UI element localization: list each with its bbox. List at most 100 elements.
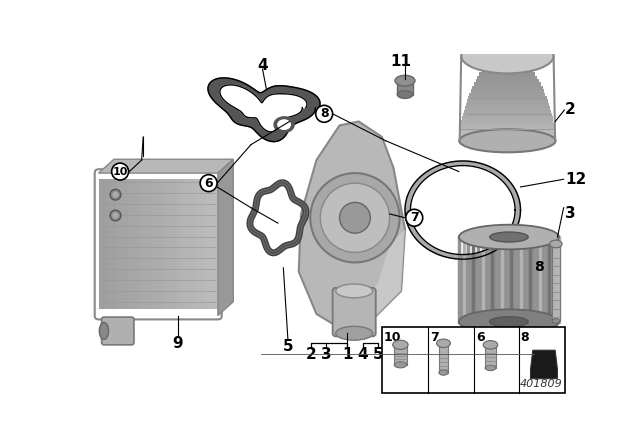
Bar [122,179,129,310]
Bar [484,65,531,69]
Bar [182,179,188,310]
Ellipse shape [439,370,448,375]
Text: 10: 10 [384,332,401,345]
Circle shape [340,202,371,233]
Bar [479,72,536,77]
Bar [212,179,218,310]
Ellipse shape [277,119,291,130]
Circle shape [113,212,118,219]
Text: 2: 2 [306,347,316,362]
Circle shape [110,210,121,221]
Bar [111,179,117,310]
Bar [476,79,540,83]
Bar [394,343,406,365]
Text: 2: 2 [565,103,576,117]
Bar [152,179,159,310]
Circle shape [110,189,121,200]
Text: 8: 8 [320,108,328,121]
Ellipse shape [395,75,415,86]
Text: 6: 6 [476,332,484,345]
Ellipse shape [459,225,559,250]
Bar [188,179,195,310]
Polygon shape [218,159,234,315]
Bar [496,55,519,60]
Text: 8: 8 [534,260,544,274]
Ellipse shape [336,326,372,340]
Circle shape [316,105,333,122]
Bar [469,93,545,97]
Circle shape [111,163,129,180]
Ellipse shape [490,232,528,242]
Bar [471,89,544,93]
Bar [397,81,413,95]
Ellipse shape [461,39,554,73]
Circle shape [320,183,390,252]
Ellipse shape [460,129,556,152]
Bar [134,179,141,310]
Text: 7: 7 [430,332,438,345]
Circle shape [200,175,217,192]
Bar [477,76,538,80]
Bar [465,106,550,110]
Bar [460,130,555,134]
Text: 1: 1 [342,347,353,362]
Text: 8: 8 [520,332,529,345]
Ellipse shape [485,365,496,370]
Circle shape [113,192,118,198]
Bar [474,82,541,86]
Bar [104,179,111,310]
Bar [194,179,200,310]
Polygon shape [405,161,520,259]
Polygon shape [531,350,557,379]
Bar [467,99,548,103]
Polygon shape [328,229,405,322]
Text: 7: 7 [410,211,419,224]
Bar [464,109,551,114]
Bar [487,62,527,66]
Ellipse shape [397,90,413,99]
Text: 4: 4 [357,347,368,362]
Ellipse shape [550,240,562,248]
Bar [460,133,556,138]
Ellipse shape [483,340,498,349]
Ellipse shape [436,339,451,348]
Text: 11: 11 [390,54,411,69]
Ellipse shape [393,340,408,349]
Text: 5: 5 [283,339,293,354]
Polygon shape [208,78,320,142]
Bar [472,86,543,90]
Bar [206,179,212,310]
Bar [460,126,554,131]
Polygon shape [299,121,405,326]
Text: 12: 12 [565,172,586,187]
Text: 4: 4 [257,58,268,73]
Text: 10: 10 [113,167,128,177]
Bar [200,179,206,310]
FancyBboxPatch shape [333,288,376,336]
Text: 3: 3 [321,347,332,362]
Bar [552,244,560,321]
Ellipse shape [273,116,295,133]
Text: 401809: 401809 [520,379,563,389]
Polygon shape [220,85,307,132]
Bar [382,327,565,392]
Circle shape [310,173,399,263]
Text: 3: 3 [565,207,576,221]
FancyBboxPatch shape [102,317,134,345]
Bar [460,137,556,141]
Ellipse shape [99,323,109,340]
Bar [140,179,147,310]
Text: 6: 6 [204,177,213,190]
Ellipse shape [552,319,560,323]
Polygon shape [99,159,234,173]
Bar [466,103,549,107]
Text: 9: 9 [173,336,183,351]
Bar [129,179,135,310]
Circle shape [406,209,422,226]
Bar [176,179,182,310]
Text: 5: 5 [372,347,383,362]
Bar [164,179,170,310]
Bar [116,179,123,310]
Bar [459,237,559,322]
Ellipse shape [490,317,528,327]
